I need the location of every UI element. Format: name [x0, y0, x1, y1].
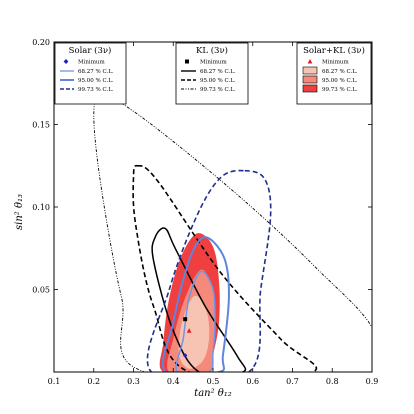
legend-box	[175, 42, 249, 105]
legend-swatch	[302, 75, 318, 84]
contour-solar-95-00	[161, 236, 230, 372]
legend-entry-label: 68.27 % C.L.	[322, 69, 358, 75]
legend-swatch	[302, 66, 318, 75]
legend-entry-label: 99.73 % C.L.	[322, 87, 358, 93]
contour-kl-95-00	[132, 164, 318, 372]
legend-swatch	[302, 84, 318, 93]
legend-marker-triangle	[307, 59, 313, 64]
contour-solar-68-27	[175, 270, 216, 372]
legend-entry-label: 99.73 % C.L.	[200, 87, 236, 93]
x-tick-label: 0.9	[366, 377, 379, 386]
minimum-markers	[182, 317, 192, 358]
legend-entry-label: Minimum	[322, 60, 349, 66]
contour-kl-68-27	[151, 227, 247, 372]
legend-title: KL (3ν)	[196, 45, 228, 56]
minimum-marker-triangle	[186, 328, 192, 333]
y-tick-label: 0.05	[32, 286, 50, 295]
minimum-marker-diamond	[182, 353, 188, 358]
legend-marker-square	[185, 59, 189, 64]
x-tick-label: 0.2	[87, 377, 100, 386]
minimum-marker-square	[183, 317, 188, 322]
confidence-regions	[159, 233, 220, 372]
axis-ticks: 0.1 0.2 0.3 0.4 0.5 0.6 0.7 0.8 0.9 0.05 0.10 0.15 0…	[32, 38, 378, 386]
legend-title: Solar (3ν)	[69, 45, 112, 56]
x-axis-title: tan² θ₁₂	[194, 388, 232, 399]
legend-entry-label: 68.27 % C.L.	[78, 69, 114, 75]
y-tick-label: 0.10	[32, 203, 50, 212]
y-tick-label: 0.15	[32, 121, 50, 130]
legend-solar-kl: Solar+KL (3ν) Minimum 68.27 % C.L. 95.00…	[296, 42, 372, 105]
legend-solar: Solar (3ν) Minimum 68.27 % C.L. 95.00 % …	[54, 42, 127, 105]
x-tick-label: 0.3	[127, 377, 140, 386]
legend-box	[54, 42, 127, 105]
y-axis-title: sin² θ₁₃	[14, 194, 25, 230]
legend-entry-label: Minimum	[78, 60, 105, 66]
x-tick-label: 0.6	[246, 377, 259, 386]
legend-entry-label: 95.00 % C.L.	[200, 78, 236, 84]
x-tick-label: 0.8	[326, 377, 339, 386]
y-tick-label: 0.20	[32, 38, 50, 47]
legend-entry-label: 95.00 % C.L.	[78, 78, 114, 84]
legend-entry-label: Minimum	[200, 60, 227, 66]
x-tick-label: 0.5	[207, 377, 220, 386]
contour-solar-99-73	[146, 169, 272, 372]
x-tick-label: 0.7	[286, 377, 299, 386]
legend-marker-diamond	[63, 59, 69, 64]
contour-lines	[93, 94, 372, 372]
x-tick-label: 0.4	[167, 377, 180, 386]
legend-kl: KL (3ν) Minimum 68.27 % C.L. 95.00 % C.L…	[175, 42, 249, 105]
legend-entry-label: 95.00 % C.L.	[322, 78, 358, 84]
x-tick-label: 0.1	[48, 377, 61, 386]
legend-entry-label: 68.27 % C.L.	[200, 69, 236, 75]
legend-entry-label: 99.73 % C.L.	[78, 87, 114, 93]
contour-kl-99-73	[93, 94, 372, 372]
legend-title: Solar+KL (3ν)	[303, 45, 365, 56]
